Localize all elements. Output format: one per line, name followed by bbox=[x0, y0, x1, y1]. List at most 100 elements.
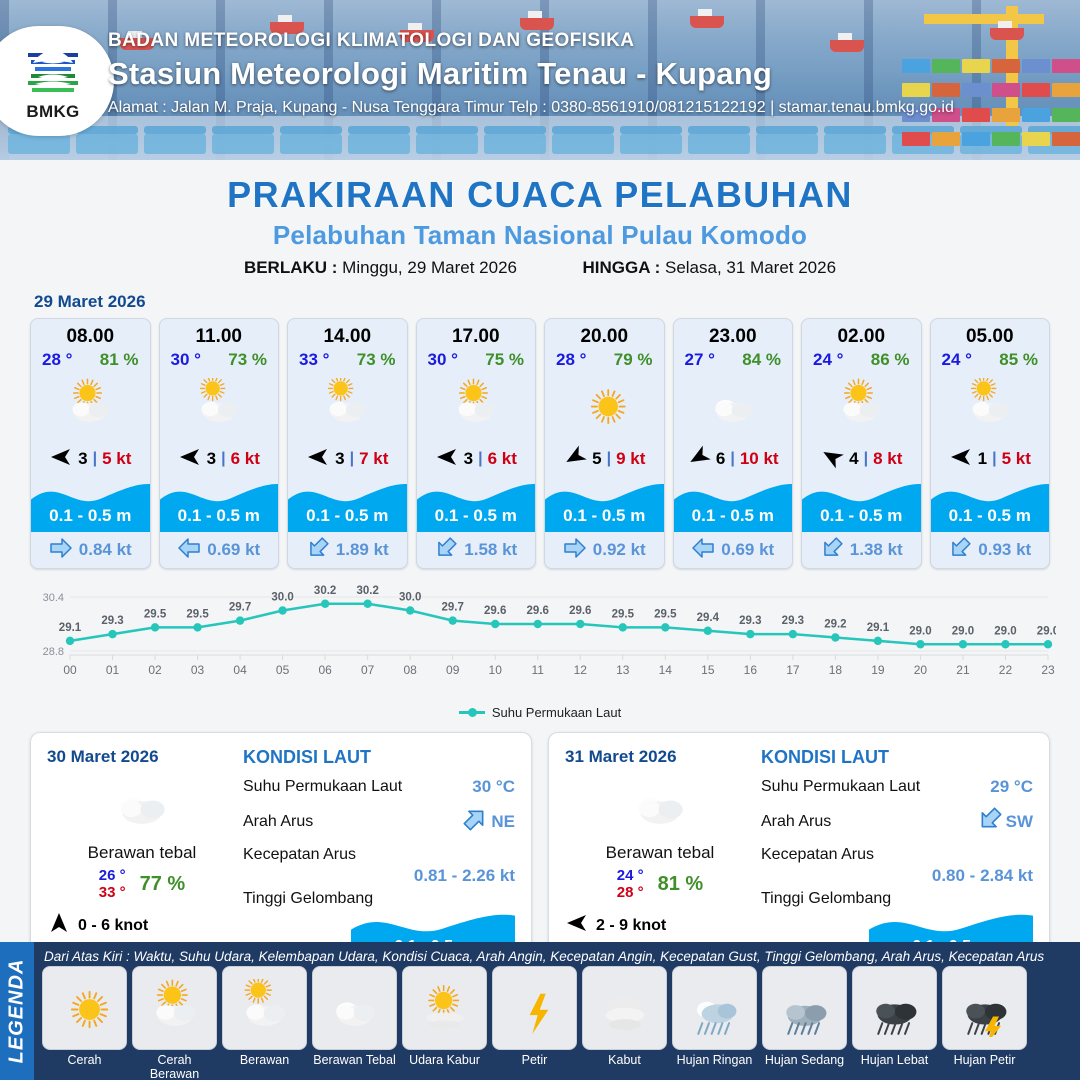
humidity: 84 % bbox=[742, 350, 781, 369]
weather-icon-kabut bbox=[582, 966, 667, 1050]
svg-text:09: 09 bbox=[446, 663, 460, 677]
wind-direction-arrow-icon bbox=[306, 445, 330, 474]
sst-chart: 30.4 28.8 29.1 00 29.3 01 29.5 02 29.5 03 29.7 04 30… bbox=[24, 583, 1060, 701]
legend-item: Kabut bbox=[582, 966, 667, 1080]
container-box bbox=[932, 132, 960, 146]
panel-date: 31 Maret 2026 bbox=[565, 747, 677, 766]
air-temperature: 30 ° bbox=[427, 350, 458, 369]
forecast-time: 02.00 bbox=[837, 326, 886, 347]
forecast-card[interactable]: 11.00 30 ° 73 % 3 | 6 kt 0.1 - 0.5 m 0.6… bbox=[158, 318, 279, 569]
boat-icon bbox=[400, 23, 434, 42]
legend-item-label: Cerah Berawan bbox=[149, 1053, 200, 1080]
wave-height-band: 0.1 - 0.5 m bbox=[159, 476, 279, 532]
weather-icon-hujan-petir bbox=[942, 966, 1027, 1050]
wind-direction-arrow-icon bbox=[687, 445, 711, 474]
forecast-card[interactable]: 20.00 28 ° 79 % 5 | 9 kt 0.1 - 0.5 m 0.9… bbox=[544, 318, 665, 569]
humidity: 73 % bbox=[228, 350, 267, 369]
svg-text:13: 13 bbox=[616, 663, 630, 677]
weather-icon-cerah-berawan bbox=[802, 370, 921, 442]
legend-item: Berawan Tebal bbox=[312, 966, 397, 1080]
air-temperature: 24 ° bbox=[813, 350, 844, 369]
forecast-time: 05.00 bbox=[965, 326, 1014, 347]
weather-icon-berawan-tebal bbox=[47, 771, 237, 837]
forecast-card[interactable]: 23.00 27 ° 84 % 6 | 10 kt 0.1 - 0.5 m 0.… bbox=[672, 318, 793, 569]
shipping-containers bbox=[890, 50, 1080, 146]
forecast-day-label: 29 Maret 2026 bbox=[34, 292, 146, 311]
svg-text:04: 04 bbox=[233, 663, 247, 677]
chair bbox=[144, 126, 206, 154]
svg-text:29.5: 29.5 bbox=[144, 608, 167, 620]
chair bbox=[552, 126, 614, 154]
forecast-card[interactable]: 02.00 24 ° 86 % 4 | 8 kt 0.1 - 0.5 m 1.3… bbox=[801, 318, 922, 569]
svg-text:29.7: 29.7 bbox=[229, 602, 251, 614]
bmkg-logo: BMKG bbox=[0, 26, 114, 136]
container-box bbox=[962, 58, 990, 73]
current-direction-arrow-icon bbox=[820, 536, 844, 565]
forecast-time: 17.00 bbox=[451, 326, 500, 347]
current-direction-value: SW bbox=[1005, 811, 1033, 831]
svg-text:29.5: 29.5 bbox=[612, 608, 635, 620]
forecast-time: 11.00 bbox=[195, 326, 243, 347]
svg-text:00: 00 bbox=[63, 663, 77, 677]
legend-item-label: Berawan Tebal bbox=[313, 1053, 396, 1067]
panel-date: 30 Maret 2026 bbox=[47, 747, 159, 766]
wave-height-value: 0.1 - 0.5 m bbox=[177, 506, 260, 525]
weather-icon-berawan-tebal bbox=[674, 370, 793, 442]
forecast-card[interactable]: 05.00 24 ° 85 % 1 | 5 kt 0.1 - 0.5 m 0.9… bbox=[929, 318, 1050, 569]
chair bbox=[348, 126, 410, 154]
daily-summary-panels: 30 Maret 2026 Berawan tebal 26 ° 33 ° 77… bbox=[0, 720, 1080, 972]
page-title: PRAKIRAAN CUACA PELABUHAN bbox=[227, 174, 853, 215]
forecast-time: 20.00 bbox=[580, 326, 629, 347]
wave-height-band: 0.1 - 0.5 m bbox=[288, 476, 407, 532]
current-speed: 1.89 kt bbox=[335, 540, 389, 559]
panel-humidity: 81 % bbox=[657, 872, 704, 895]
forecast-card[interactable]: 08.00 28 ° 81 % 3 | 5 kt 0.1 - 0.5 m 0.8… bbox=[30, 318, 151, 569]
wind-speed-range: 0 - 6 knot bbox=[78, 916, 149, 934]
wind-direction-arrow-icon bbox=[820, 445, 844, 474]
svg-text:29.3: 29.3 bbox=[101, 615, 123, 627]
wave-height-label: Tinggi Gelombang bbox=[243, 890, 374, 907]
wind-direction-arrow-icon bbox=[435, 445, 459, 474]
weather-icon-berawan-tebal bbox=[565, 771, 755, 837]
chair bbox=[756, 126, 818, 154]
header-banner: BMKG BADAN METEOROLOGI KLIMATOLOGI DAN G… bbox=[0, 0, 1080, 160]
svg-text:30.2: 30.2 bbox=[314, 585, 336, 597]
daily-summary-panel[interactable]: 30 Maret 2026 Berawan tebal 26 ° 33 ° 77… bbox=[30, 732, 532, 972]
forecast-time: 08.00 bbox=[66, 326, 115, 347]
weather-icon-cerah-berawan bbox=[31, 370, 150, 442]
humidity: 85 % bbox=[999, 350, 1038, 369]
sst-value: 29 °C bbox=[990, 777, 1033, 796]
container-box bbox=[1022, 58, 1050, 73]
svg-text:29.1: 29.1 bbox=[59, 622, 82, 634]
wind-direction-arrow-icon bbox=[49, 445, 73, 474]
hourly-forecast-cards: 08.00 28 ° 81 % 3 | 5 kt 0.1 - 0.5 m 0.8… bbox=[0, 318, 1080, 569]
station-address: Alamat : Jalan M. Praja, Kupang - Nusa T… bbox=[108, 99, 954, 116]
current-direction-arrow-icon bbox=[977, 806, 1003, 837]
header-text-block: BADAN METEOROLOGI KLIMATOLOGI DAN GEOFIS… bbox=[108, 30, 1068, 117]
wave-height-value: 0.1 - 0.5 m bbox=[49, 506, 132, 525]
container-box bbox=[1052, 107, 1080, 122]
boat-icon bbox=[270, 15, 304, 34]
wind-direction-arrow-icon bbox=[949, 445, 973, 474]
container-box bbox=[932, 58, 960, 73]
container-box bbox=[962, 132, 990, 146]
forecast-card[interactable]: 14.00 33 ° 73 % 3 | 7 kt 0.1 - 0.5 m 1.8… bbox=[287, 318, 408, 569]
legend-item-label: Cerah bbox=[67, 1053, 102, 1067]
sst-value: 30 °C bbox=[472, 777, 515, 796]
container-box bbox=[1052, 132, 1080, 146]
current-speed: 0.84 kt bbox=[78, 540, 132, 559]
current-direction-arrow-icon bbox=[49, 536, 73, 565]
svg-text:07: 07 bbox=[361, 663, 375, 677]
wind-separator: | bbox=[478, 450, 483, 467]
container-box bbox=[932, 107, 960, 122]
validity-line: BERLAKU : Minggu, 29 Maret 2026 HINGGA :… bbox=[0, 258, 1080, 278]
current-speed-value: 0.80 - 2.84 kt bbox=[931, 866, 1033, 885]
wind-speed: 5 kt bbox=[102, 449, 132, 468]
legend-item: Cerah Berawan bbox=[132, 966, 217, 1080]
weather-icon-berawan bbox=[931, 370, 1050, 442]
forecast-card[interactable]: 17.00 30 ° 75 % 3 | 6 kt 0.1 - 0.5 m 1.5… bbox=[415, 318, 536, 569]
daily-summary-panel[interactable]: 31 Maret 2026 Berawan tebal 24 ° 28 ° 81… bbox=[548, 732, 1050, 972]
svg-text:30.0: 30.0 bbox=[271, 592, 293, 604]
boat-icon bbox=[120, 31, 154, 50]
